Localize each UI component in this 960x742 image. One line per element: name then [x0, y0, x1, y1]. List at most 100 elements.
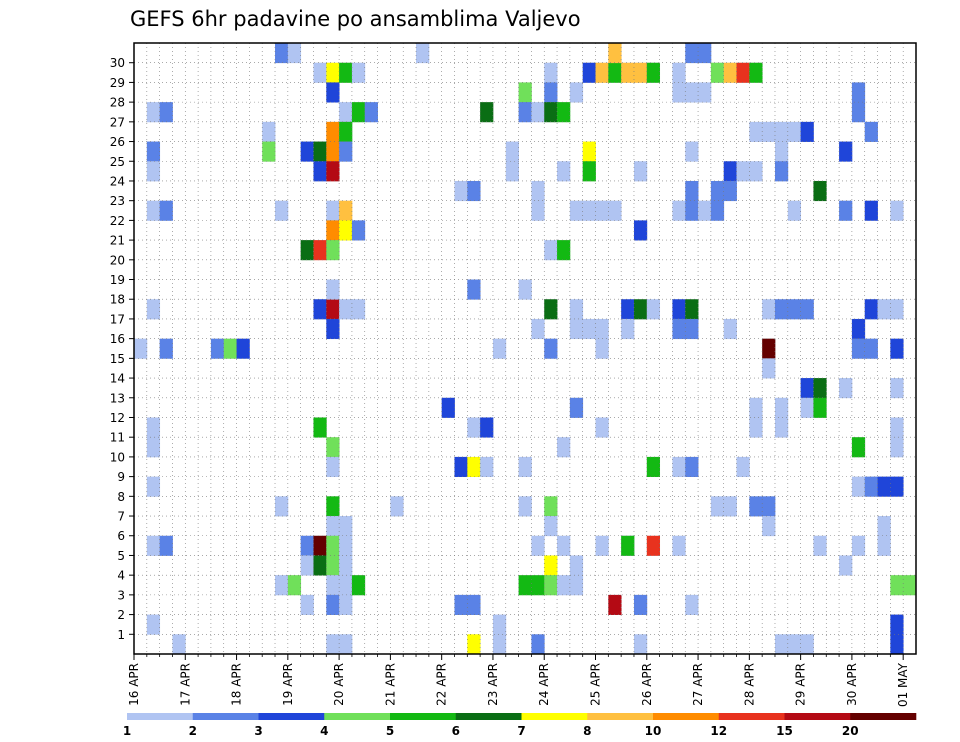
y-tick-label: 12 — [110, 411, 125, 425]
heatmap-cell — [710, 180, 725, 202]
heatmap-cell — [146, 200, 161, 221]
heatmap-cell — [621, 62, 635, 83]
heatmap-cell — [339, 102, 353, 123]
heatmap-cell — [351, 575, 366, 596]
heatmap-cell — [595, 338, 609, 359]
heatmap-cell — [685, 200, 699, 221]
heatmap-cell — [877, 535, 891, 556]
colorbar-swatch — [324, 713, 391, 720]
heatmap-cell — [672, 299, 686, 320]
heatmap-cell — [633, 62, 648, 83]
y-tick-label: 30 — [110, 56, 125, 70]
heatmap-cell — [774, 634, 789, 655]
heatmap-cell — [710, 496, 725, 517]
heatmap-cell — [531, 318, 545, 340]
y-tick-label: 6 — [117, 529, 125, 543]
heatmap-cell — [723, 318, 737, 340]
heatmap-cell — [326, 62, 340, 83]
y-tick-label: 14 — [110, 372, 125, 386]
heatmap-cell — [159, 338, 173, 359]
heatmap-cell — [569, 200, 584, 221]
heatmap-cell — [839, 141, 853, 162]
heatmap-cell — [633, 161, 648, 182]
heatmap-cell — [877, 299, 891, 320]
colorbar-label: 2 — [189, 724, 197, 738]
heatmap-cell — [710, 62, 725, 83]
y-tick-label: 10 — [110, 450, 125, 464]
heatmap-cell — [146, 614, 161, 635]
colorbar-label: 3 — [254, 724, 262, 738]
heatmap-cell — [698, 43, 712, 64]
heatmap-cell — [544, 299, 558, 320]
x-tick-label: 23 APR — [486, 663, 500, 706]
heatmap-cell — [326, 240, 340, 261]
heatmap-cell — [544, 102, 558, 123]
heatmap-cell — [851, 437, 866, 458]
heatmap-cell — [685, 141, 699, 162]
heatmap-cell — [159, 200, 173, 221]
heatmap-cell — [326, 279, 340, 300]
heatmap-cell — [723, 496, 737, 517]
heatmap-cell — [326, 516, 340, 537]
heatmap-cell — [339, 555, 353, 576]
heatmap-cell — [326, 535, 340, 556]
heatmap-cell — [762, 358, 776, 379]
heatmap-cell — [236, 338, 250, 359]
heatmap-cell — [890, 200, 904, 221]
y-axis-ticks: 1234567891011121314151617181920212223242… — [110, 56, 134, 642]
heatmap-cell — [864, 476, 878, 497]
heatmap-cell — [608, 62, 622, 83]
heatmap-cell — [146, 161, 161, 182]
heatmap-cell — [800, 299, 814, 320]
heatmap-cell — [633, 594, 648, 615]
y-tick-label: 18 — [110, 293, 125, 307]
heatmap-cell — [223, 338, 237, 359]
x-axis-ticks: 16 APR 17 APR 18 APR 19 APR 20 APR 21 APR 22 A… — [127, 654, 910, 707]
heatmap-cell — [813, 378, 827, 399]
heatmap-cell — [518, 279, 532, 300]
y-tick-label: 11 — [110, 431, 125, 445]
heatmap-cell — [774, 397, 789, 418]
heatmap-cell — [326, 82, 340, 103]
heatmap-cell — [890, 437, 904, 458]
heatmap-cell — [146, 437, 161, 458]
colorbar-label: 20 — [842, 724, 859, 738]
heatmap-cell — [326, 220, 340, 241]
heatmap-cell — [685, 43, 699, 64]
heatmap-cell — [569, 575, 584, 596]
x-tick-label: 24 APR — [537, 663, 551, 706]
heatmap-cell — [339, 575, 353, 596]
heatmap-cell — [672, 200, 686, 221]
heatmap-cell — [544, 575, 558, 596]
heatmap-cell — [146, 535, 161, 556]
y-tick-label: 8 — [117, 490, 125, 504]
heatmap-cell — [557, 161, 571, 182]
heatmap-cell — [326, 496, 340, 517]
x-tick-label: 19 APR — [281, 663, 295, 706]
heatmap-cell — [480, 417, 494, 438]
heatmap-cell — [890, 378, 904, 399]
heatmap-cell — [813, 535, 827, 556]
colorbar-swatch — [455, 713, 522, 720]
colorbar-label: 10 — [645, 724, 662, 738]
heatmap-cell — [736, 62, 750, 83]
y-tick-label: 19 — [110, 273, 125, 287]
heatmap-cell — [339, 535, 353, 556]
heatmap-cell — [608, 200, 622, 221]
heatmap-cell — [339, 516, 353, 537]
x-tick-label: 01 MAY — [896, 662, 910, 707]
heatmap-cell — [146, 102, 161, 123]
x-tick-label: 22 APR — [435, 663, 449, 706]
colorbar-label: 7 — [517, 724, 525, 738]
heatmap-cell — [685, 82, 699, 103]
heatmap-cell — [672, 456, 686, 478]
heatmap-cell — [672, 535, 686, 556]
heatmap-cell — [851, 82, 866, 103]
heatmap-cell — [685, 456, 699, 478]
heatmap-cell — [467, 279, 481, 300]
heatmap-cell — [685, 299, 699, 320]
x-tick-label: 25 APR — [589, 663, 603, 706]
heatmap-cell — [505, 141, 519, 162]
heatmap-cell — [492, 338, 507, 359]
